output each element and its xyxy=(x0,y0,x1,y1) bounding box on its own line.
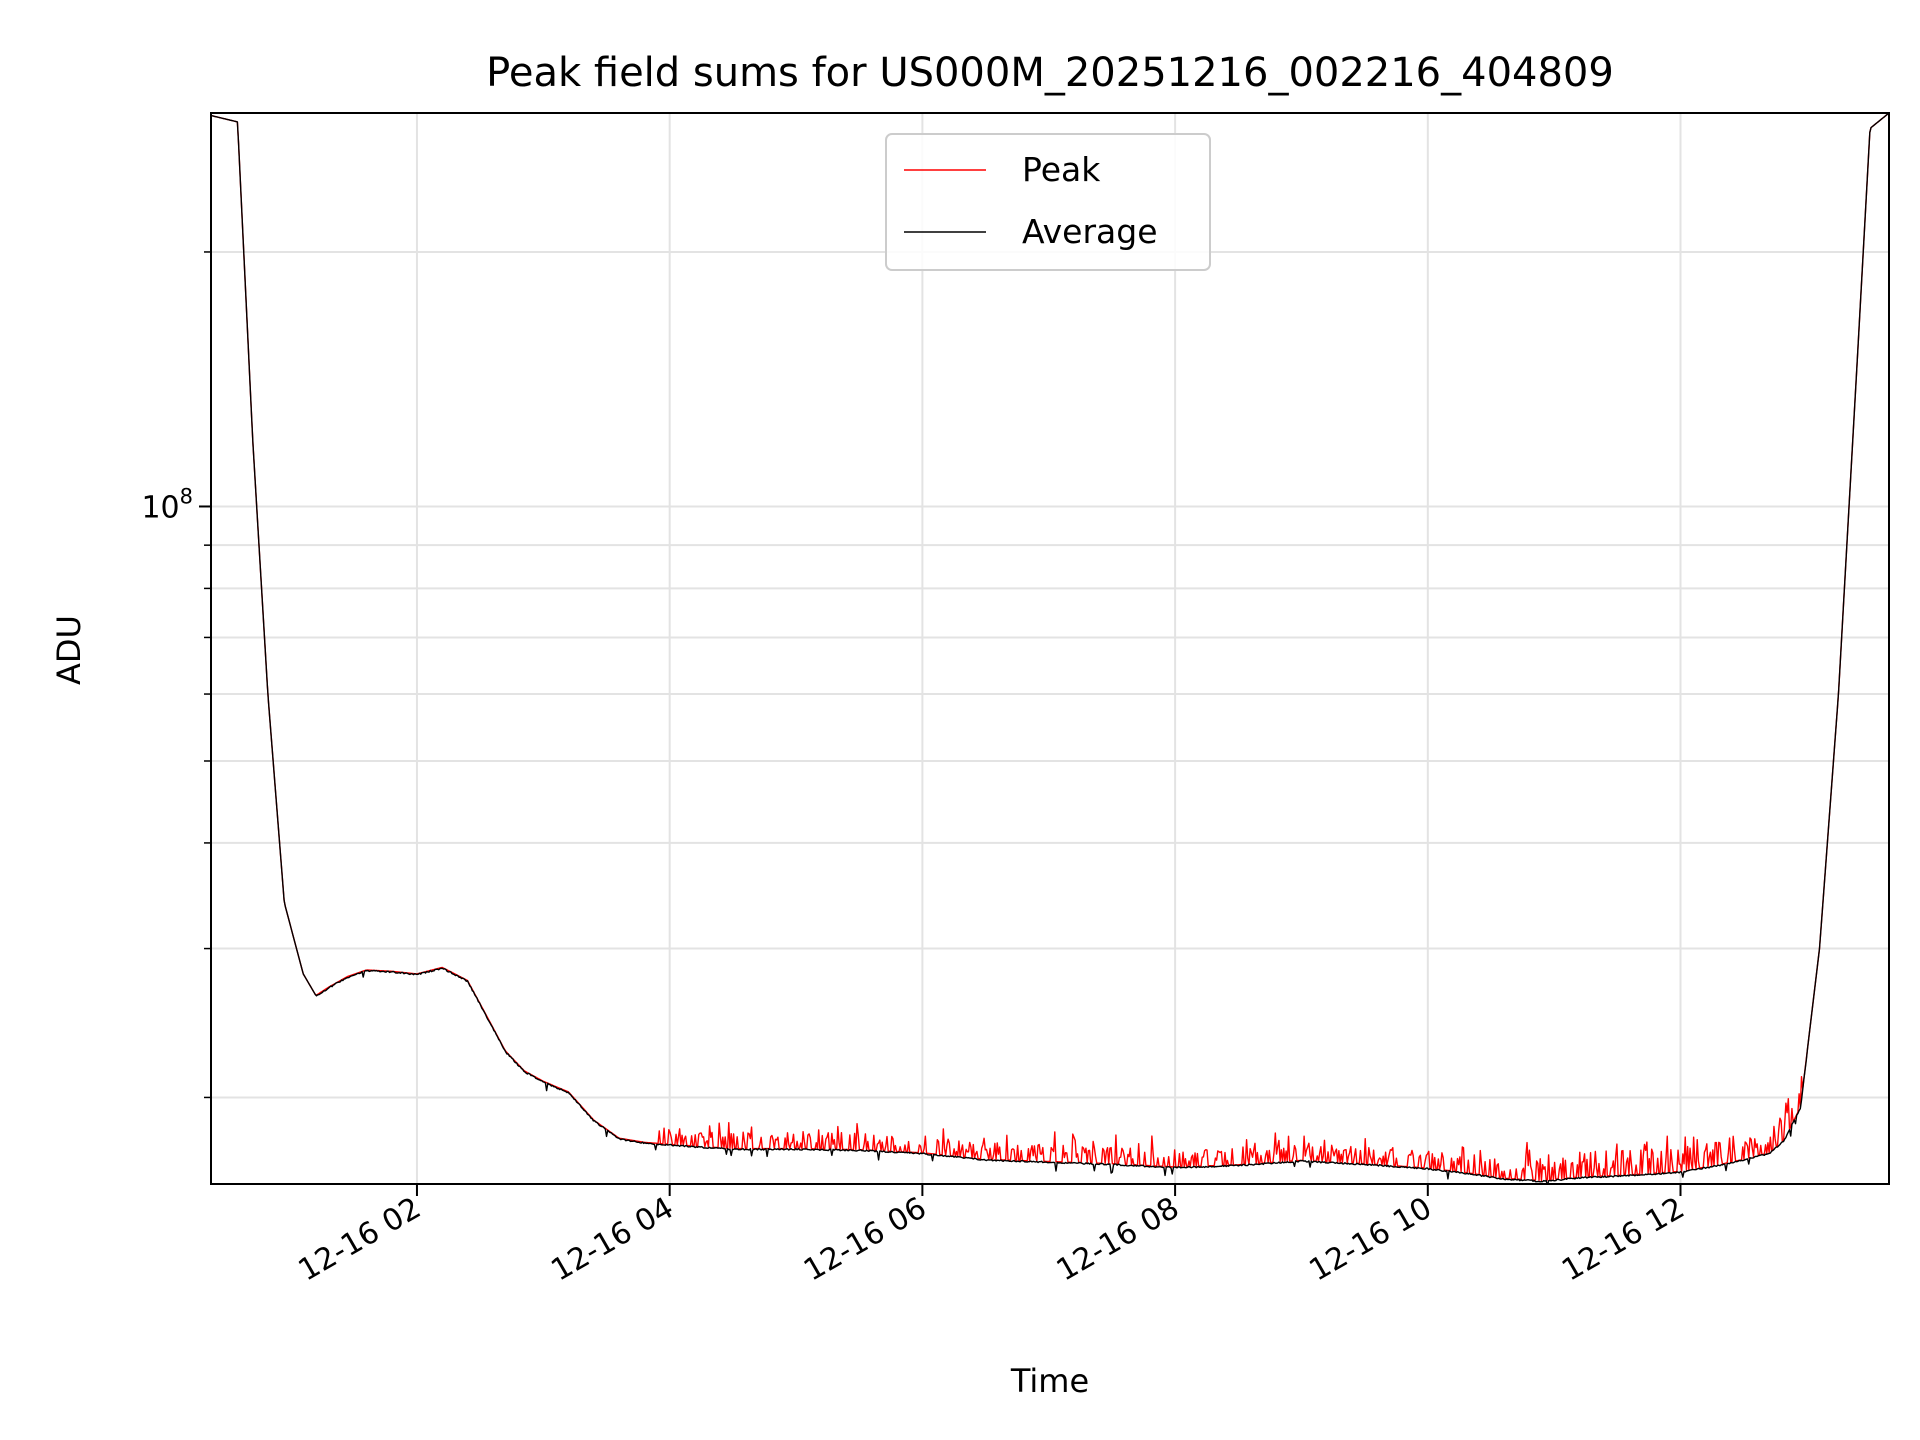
y-axis-label: ADU xyxy=(50,615,88,685)
y-axis: 108 xyxy=(141,251,211,1099)
legend-box xyxy=(885,133,1211,271)
x-axis-label: Time xyxy=(1010,1362,1089,1400)
average-series-line xyxy=(211,113,1889,1184)
y-major-tick-label: 108 xyxy=(141,484,193,525)
legend-peak-label: Peak xyxy=(1022,150,1101,189)
legend: Peak Average xyxy=(885,133,1211,271)
plot-lines xyxy=(211,113,1889,1184)
plot-frame xyxy=(210,112,1890,1185)
legend-average-label: Average xyxy=(1022,212,1158,251)
chart-title: Peak field sums for US000M_20251216_0022… xyxy=(486,50,1614,96)
